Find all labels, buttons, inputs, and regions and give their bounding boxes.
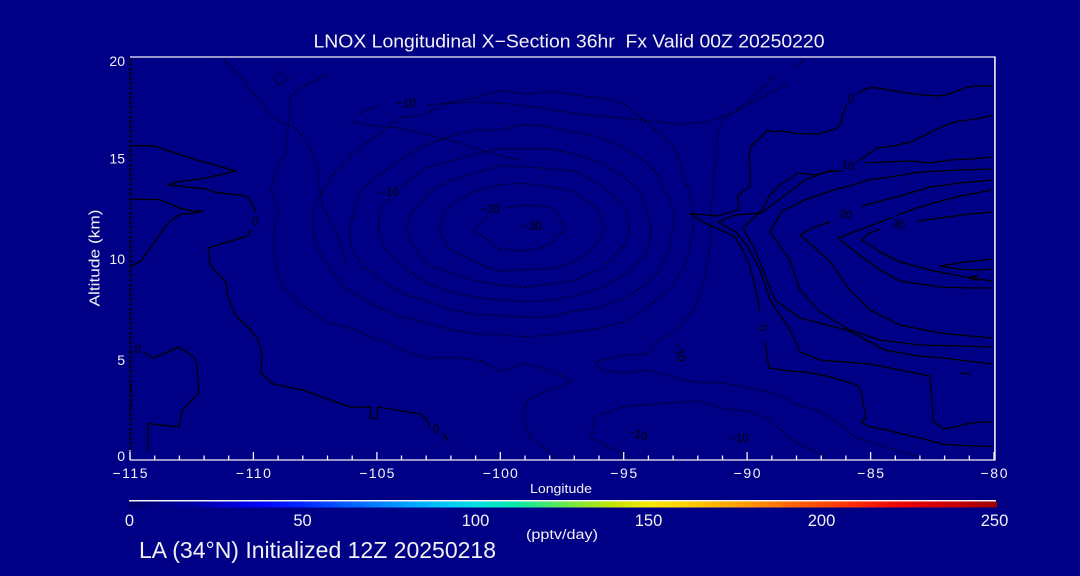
svg-text:0: 0 [433,424,439,436]
svg-text:−100: −100 [483,465,518,481]
svg-text:−20: −20 [480,204,500,216]
svg-text:−85: −85 [857,465,884,481]
svg-text:−80: −80 [981,465,1008,481]
svg-text:0: 0 [135,344,141,356]
svg-text:−30: −30 [522,221,542,233]
svg-text:20: 20 [838,208,853,222]
svg-text:−105: −105 [359,465,394,481]
svg-text:LNOX Longitudinal X−Section 36: LNOX Longitudinal X−Section 36hr Fx Vali… [314,30,825,51]
svg-text:−110: −110 [236,465,271,481]
svg-text:−10: −10 [671,341,688,363]
svg-text:−10: −10 [627,427,649,444]
svg-text:−115: −115 [113,465,148,481]
svg-text:100: 100 [462,512,490,530]
svg-text:Altitude (km): Altitude (km) [87,209,104,306]
svg-text:10: 10 [109,251,125,267]
svg-text:150: 150 [635,512,663,530]
svg-text:−10: −10 [729,433,749,445]
svg-text:250: 250 [981,512,1009,530]
svg-text:0: 0 [756,324,769,332]
svg-text:−10: −10 [379,187,399,199]
svg-text:−10: −10 [396,98,416,110]
svg-text:−95: −95 [610,465,637,481]
svg-text:10: 10 [840,159,855,173]
svg-text:30: 30 [890,217,907,233]
svg-text:5: 5 [117,352,125,368]
svg-text:0: 0 [125,512,134,530]
svg-text:−90: −90 [734,465,761,481]
svg-text:0: 0 [848,94,854,106]
svg-text:200: 200 [808,512,836,530]
svg-text:0: 0 [117,448,125,464]
svg-text:(pptv/day): (pptv/day) [526,527,598,542]
svg-text:0: 0 [252,216,258,228]
svg-text:15: 15 [109,151,125,167]
svg-text:LA (34°N) Initialized 12Z 2025: LA (34°N) Initialized 12Z 20250218 [139,537,496,563]
svg-text:20: 20 [109,53,125,69]
svg-text:Longitude: Longitude [530,481,592,496]
svg-text:50: 50 [293,512,311,530]
